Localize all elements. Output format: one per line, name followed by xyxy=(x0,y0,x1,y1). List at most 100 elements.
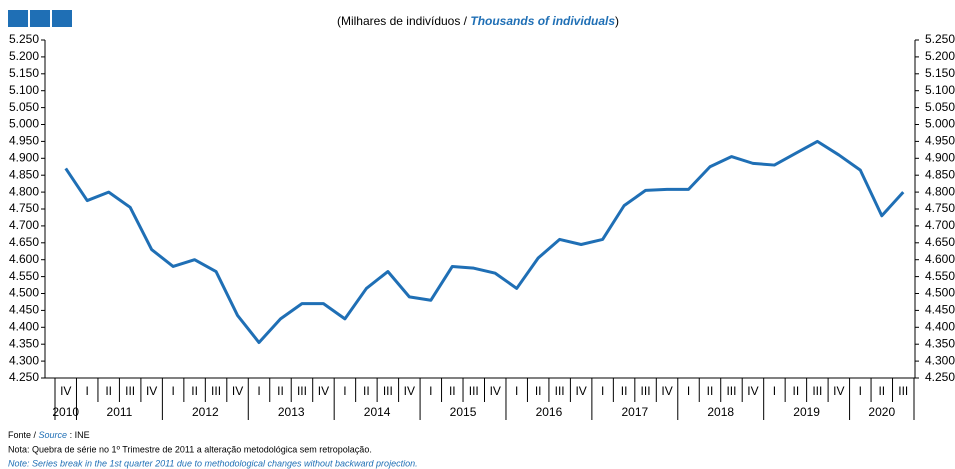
y2-tick-label: 4.350 xyxy=(925,336,955,350)
y2-tick-label: 5.050 xyxy=(925,100,955,114)
x-tick-label: II xyxy=(191,384,198,398)
y-tick-label: 4.550 xyxy=(9,269,39,283)
y-tick-label: 4.250 xyxy=(9,370,39,384)
x-tick-label: I xyxy=(171,384,174,398)
y2-tick-label: 4.800 xyxy=(925,184,955,198)
x-tick-label: II xyxy=(277,384,284,398)
x-tick-label: III xyxy=(297,384,307,398)
x-tick-label: IV xyxy=(146,384,157,398)
title-en: Thousands of individuals xyxy=(470,14,615,28)
x-tick-label: IV xyxy=(833,384,844,398)
y-tick-label: 4.650 xyxy=(9,235,39,249)
note: Nota: Quebra de série no 1º Trimestre de… xyxy=(8,444,372,454)
logo-block xyxy=(52,10,72,27)
note-en: Note: Series break in the 1st quarter 20… xyxy=(8,458,418,468)
y-tick-label: 4.700 xyxy=(9,218,39,232)
y2-tick-label: 4.650 xyxy=(925,235,955,249)
year-label: 2017 xyxy=(621,405,648,419)
x-tick-label: I xyxy=(859,384,862,398)
y-tick-label: 5.000 xyxy=(9,117,39,131)
logo-block xyxy=(30,10,50,27)
x-tick-label: III xyxy=(469,384,479,398)
line xyxy=(64,139,905,345)
y2-tick-label: 4.550 xyxy=(925,269,955,283)
x-tick-label: II xyxy=(621,384,628,398)
x-tick-label: IV xyxy=(661,384,672,398)
x-tick-label: IV xyxy=(575,384,586,398)
y-tick-label: 5.100 xyxy=(9,83,39,97)
y2-tick-label: 5.250 xyxy=(925,32,955,46)
x-tick-label: III xyxy=(555,384,565,398)
title-pt: (Milhares de indivíduos / xyxy=(337,14,468,28)
x-tick-label: IV xyxy=(747,384,758,398)
x-tick-label: IV xyxy=(232,384,243,398)
x-tick-label: II xyxy=(105,384,112,398)
y2-tick-label: 4.900 xyxy=(925,150,955,164)
y2-tick-label: 4.700 xyxy=(925,218,955,232)
year-label: 2016 xyxy=(536,405,563,419)
year-label: 2014 xyxy=(364,405,391,419)
source-label-en: Source xyxy=(39,430,68,440)
y-tick-label: 4.350 xyxy=(9,336,39,350)
y2-tick-label: 4.600 xyxy=(925,252,955,266)
y-tick-label: 4.850 xyxy=(9,167,39,181)
y-tick-label: 5.200 xyxy=(9,49,39,63)
x-tick-label: III xyxy=(726,384,736,398)
year-label: 2015 xyxy=(450,405,477,419)
x-tick-label: I xyxy=(515,384,518,398)
y2-tick-label: 4.950 xyxy=(925,134,955,148)
y-tick-label: 4.300 xyxy=(9,353,39,367)
x-tick-label: IV xyxy=(60,384,71,398)
x-tick-label: III xyxy=(383,384,393,398)
title-close: ) xyxy=(615,14,619,28)
logo-block xyxy=(8,10,28,27)
y-tick-label: 4.800 xyxy=(9,184,39,198)
year-label: 2012 xyxy=(192,405,219,419)
y-tick-label: 5.050 xyxy=(9,100,39,114)
chart-title: (Milhares de indivíduos / Thousands of i… xyxy=(337,14,619,28)
x-tick-label: I xyxy=(601,384,604,398)
y-tick-label: 4.950 xyxy=(9,134,39,148)
y2-tick-label: 4.500 xyxy=(925,286,955,300)
y2-tick-label: 5.200 xyxy=(925,49,955,63)
y-tick-label: 4.500 xyxy=(9,286,39,300)
year-label: 2018 xyxy=(707,405,734,419)
y-tick-label: 5.250 xyxy=(9,32,39,46)
y2-tick-label: 5.100 xyxy=(925,83,955,97)
x-tick-label: II xyxy=(878,384,885,398)
x-tick-label: II xyxy=(707,384,714,398)
x-tick-label: III xyxy=(898,384,908,398)
year-label: 2010 xyxy=(52,405,79,419)
x-tick-label: III xyxy=(812,384,822,398)
y2-tick-label: 4.400 xyxy=(925,319,955,333)
source-label: Fonte / xyxy=(8,430,37,440)
y-tick-label: 4.750 xyxy=(9,201,39,215)
source: Fonte / Source : INE xyxy=(8,430,90,440)
x-tick-label: I xyxy=(687,384,690,398)
x-tick-label: II xyxy=(793,384,800,398)
y-tick-label: 5.150 xyxy=(9,66,39,80)
x-tick-label: I xyxy=(257,384,260,398)
x-tick-label: IV xyxy=(490,384,501,398)
y2-tick-label: 4.300 xyxy=(925,353,955,367)
y2-tick-label: 4.750 xyxy=(925,201,955,215)
x-tick-label: I xyxy=(773,384,776,398)
x-tick-label: III xyxy=(641,384,651,398)
x-tick-label: II xyxy=(449,384,456,398)
source-value: : INE xyxy=(70,430,90,440)
year-label: 2020 xyxy=(868,405,895,419)
y2-tick-label: 4.850 xyxy=(925,167,955,181)
x-tick-label: II xyxy=(363,384,370,398)
year-label: 2013 xyxy=(278,405,305,419)
y-tick-label: 4.450 xyxy=(9,303,39,317)
y-tick-label: 4.900 xyxy=(9,150,39,164)
x-tick-label: I xyxy=(429,384,432,398)
x-tick-label: IV xyxy=(318,384,329,398)
year-label: 2019 xyxy=(793,405,820,419)
x-tick-label: I xyxy=(343,384,346,398)
x-tick-label: II xyxy=(535,384,542,398)
y2-tick-label: 5.150 xyxy=(925,66,955,80)
y-tick-label: 4.400 xyxy=(9,319,39,333)
x-tick-label: III xyxy=(125,384,135,398)
